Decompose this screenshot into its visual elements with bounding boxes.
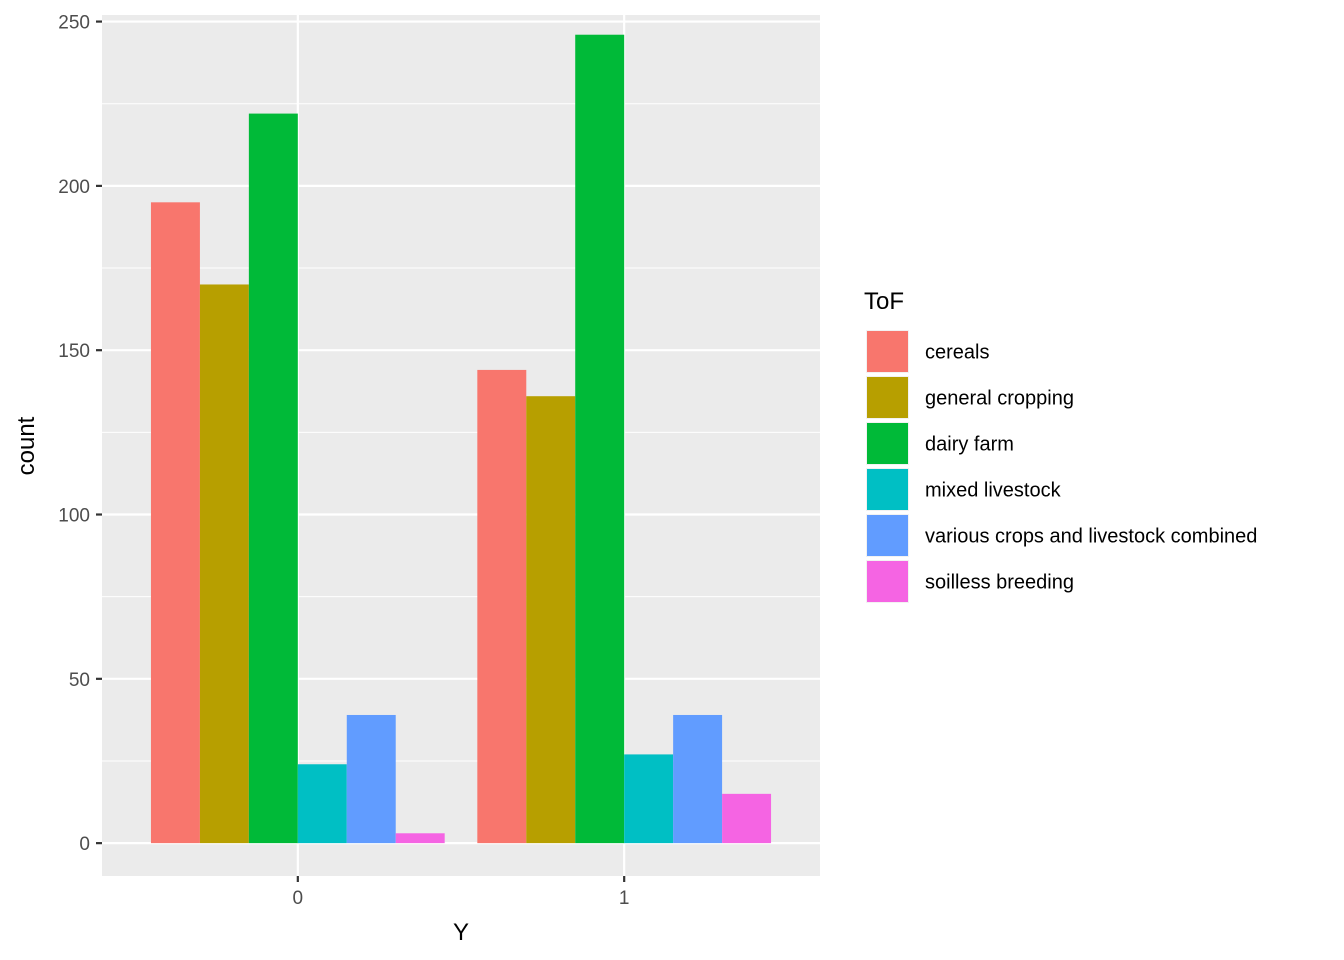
y-axis: 0 50 100 150 200 250 (58, 13, 102, 855)
x-axis-title: Y (453, 919, 469, 946)
bar (248, 113, 298, 844)
y-tick-label: 200 (58, 177, 90, 198)
legend-label: general cropping (925, 388, 1074, 410)
bar (477, 369, 527, 844)
legend-key (867, 469, 908, 510)
legend-label: mixed livestock (925, 480, 1062, 502)
legend: ToF cereals general cropping dairy farm mix… (864, 288, 1257, 603)
x-tick-label: 0 (293, 888, 304, 909)
x-tick-label: 1 (619, 888, 630, 909)
bar (624, 754, 674, 844)
legend-key (867, 423, 908, 464)
bars (150, 34, 772, 844)
y-tick-label: 150 (58, 341, 90, 362)
legend-label: soilless breeding (925, 572, 1074, 594)
legend-label: cereals (925, 342, 989, 364)
y-tick-label: 100 (58, 506, 90, 527)
y-tick-label: 0 (79, 834, 90, 855)
bar (722, 793, 772, 844)
bar (526, 396, 576, 844)
bar (346, 714, 396, 844)
legend-key (867, 561, 908, 602)
y-axis-title: count (13, 416, 40, 475)
bar (575, 34, 625, 844)
bar (199, 284, 249, 844)
legend-label: dairy farm (925, 434, 1014, 456)
legend-key (867, 377, 908, 418)
legend-label: various crops and livestock combined (925, 526, 1257, 548)
bar (150, 202, 200, 844)
legend-key (867, 331, 908, 372)
legend-items: cereals general cropping dairy farm mixed l… (866, 330, 1257, 603)
legend-key (867, 515, 908, 556)
legend-title: ToF (864, 288, 904, 315)
y-tick-label: 50 (69, 670, 90, 691)
bar (395, 833, 445, 844)
bar (673, 714, 723, 844)
bar (297, 764, 347, 844)
y-tick-label: 250 (58, 13, 90, 34)
